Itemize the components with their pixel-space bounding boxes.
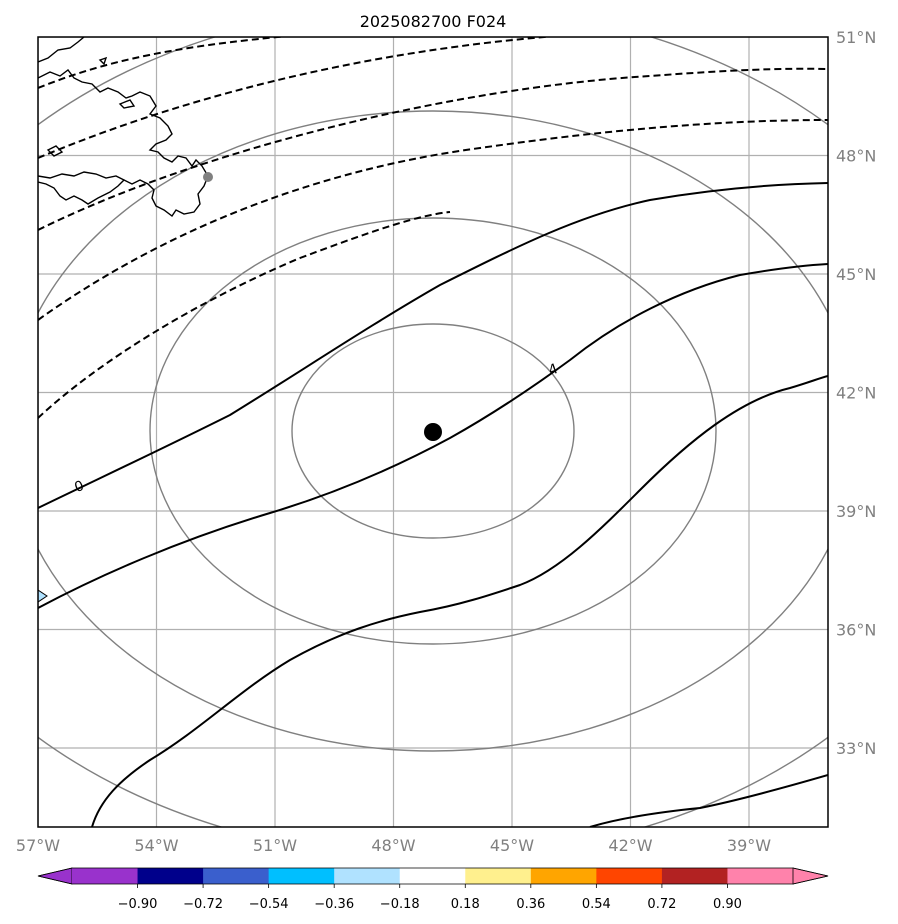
colorbar-tick-label: 0.54 <box>582 897 611 912</box>
dashed-contour-3 <box>38 67 828 231</box>
contour-0 <box>38 182 828 509</box>
colorbar-segment <box>530 868 597 884</box>
lat-tick-label: 36°N <box>836 621 876 640</box>
dashed-contour-1 <box>38 37 289 89</box>
colorbar-tick-label: −0.90 <box>118 897 158 912</box>
latitude-labels: 51°N 48°N 45°N 42°N 39°N 36°N 33°N <box>836 28 876 758</box>
colorbar-tick-label: −0.18 <box>380 897 420 912</box>
distance-rings <box>38 37 828 827</box>
colorbar-segment <box>203 868 270 884</box>
colorbar-segment <box>399 868 466 884</box>
storm-center-marker <box>424 423 442 441</box>
gridlines <box>38 37 828 827</box>
distance-ring-middle <box>149 217 717 645</box>
lat-tick-label: 33°N <box>836 739 876 758</box>
lon-tick-label: 39°W <box>727 836 771 855</box>
colorbar-extend-high <box>792 867 829 885</box>
dashed-contour-4 <box>38 119 828 321</box>
colorbar-segment <box>268 868 335 884</box>
lon-tick-label: 45°W <box>490 836 534 855</box>
lat-tick-label: 51°N <box>836 28 876 47</box>
dashed-contour-5 <box>38 211 451 419</box>
map-frame <box>37 36 829 828</box>
lon-tick-label: 54°W <box>134 836 178 855</box>
dashed-contour-2 <box>38 37 557 159</box>
distance-ring-outer <box>38 110 828 752</box>
coastal-island <box>203 172 213 182</box>
coastal-shading <box>38 589 48 603</box>
colorbar <box>37 867 829 885</box>
colorbar-segment <box>727 868 794 884</box>
colorbar-segment <box>137 868 204 884</box>
colorbar-segment <box>72 868 139 884</box>
lat-tick-label: 42°N <box>836 384 876 403</box>
dashed-contours <box>38 37 828 419</box>
colorbar-tick-label: 0.36 <box>516 897 545 912</box>
map-area: 04 <box>38 37 828 827</box>
longitude-labels: 57°W 54°W 51°W 48°W 45°W 42°W 39°W <box>16 836 771 855</box>
lat-tick-label: 48°N <box>836 147 876 166</box>
lon-tick-label: 48°W <box>371 836 415 855</box>
colorbar-segment <box>334 868 401 884</box>
contour-4 <box>38 263 828 609</box>
colorbar-tick-label: −0.72 <box>183 897 223 912</box>
map-title: 2025082700 F024 <box>360 12 507 31</box>
colorbar-tick-label: 0.18 <box>451 897 480 912</box>
lat-tick-label: 45°N <box>836 265 876 284</box>
contour-12 <box>589 774 828 827</box>
lon-tick-label: 51°W <box>253 836 297 855</box>
solid-contours <box>38 182 828 827</box>
colorbar-tick-labels: −0.90 −0.72 −0.54 −0.36 −0.18 0.18 0.36 0.54 0.7… <box>118 884 742 912</box>
colorbar-outline <box>37 867 829 885</box>
colorbar-segment <box>596 868 663 884</box>
colorbar-tick-label: 0.90 <box>713 897 742 912</box>
distance-ring-inner <box>291 323 575 539</box>
colorbar-tick-label: −0.54 <box>249 897 289 912</box>
lon-tick-label: 42°W <box>608 836 652 855</box>
colorbar-tick-label: −0.36 <box>314 897 354 912</box>
lat-tick-label: 39°N <box>836 502 876 521</box>
colorbar-segment <box>661 868 728 884</box>
contour-8 <box>91 375 828 827</box>
colorbar-extend-low <box>37 867 73 885</box>
lon-tick-label: 57°W <box>16 836 60 855</box>
colorbar-segment <box>465 868 532 884</box>
coastline <box>38 37 209 218</box>
colorbar-tick-label: 0.72 <box>647 897 676 912</box>
